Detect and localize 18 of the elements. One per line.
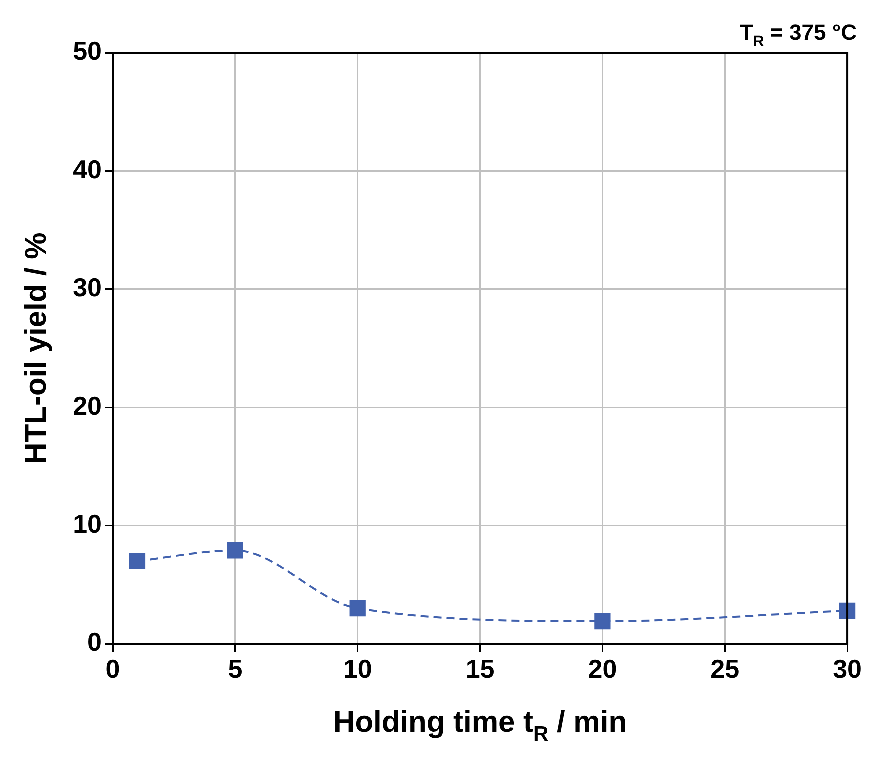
y-tick-label: 10 <box>73 508 102 539</box>
x-tick-label: 20 <box>588 654 618 684</box>
y-tick-label: 20 <box>73 390 102 421</box>
point <box>227 542 244 559</box>
y-tick-label: 50 <box>73 36 102 66</box>
x-tick-label: 25 <box>710 654 740 684</box>
point <box>129 553 146 570</box>
x-tick-label: 30 <box>833 654 862 684</box>
x-tick-label: 15 <box>466 654 495 684</box>
y-axis-title: HTL-oil yield / % <box>20 232 53 464</box>
x-tick-label: 10 <box>343 654 372 684</box>
point <box>594 613 611 630</box>
point <box>350 600 366 617</box>
x-tick-label: 5 <box>228 654 243 684</box>
y-tick-label: 40 <box>73 154 102 184</box>
x-tick-label: 0 <box>106 654 120 684</box>
y-tick-label: 30 <box>73 272 102 303</box>
y-tick-label: 0 <box>88 627 102 658</box>
